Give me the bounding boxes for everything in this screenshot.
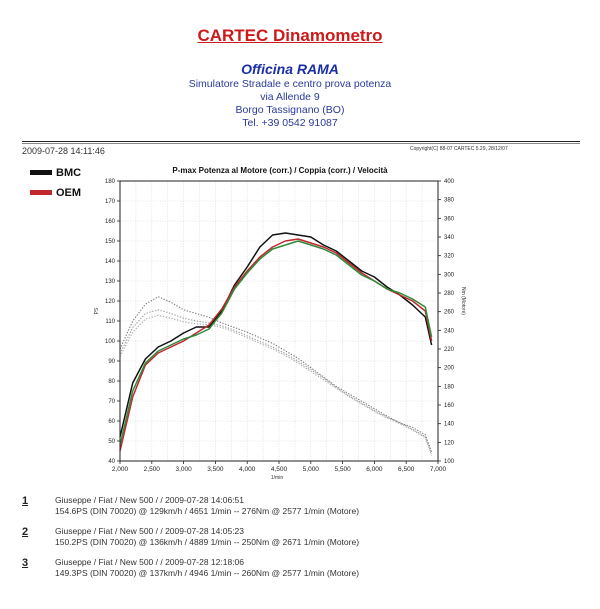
y-right-tick-label: 120: [444, 440, 455, 446]
run-list: 1 Giuseppe / Fiat / New 500 / / 2009-07-…: [22, 495, 582, 588]
report-datetime: 2009-07-28 14:11:46: [22, 146, 105, 156]
y-left-tick-label: 40: [108, 459, 115, 465]
x-tick-label: 3,500: [207, 466, 224, 473]
y-right-tick-label: 340: [444, 235, 455, 241]
x-axis: 2,000 2,500 3,000 3,500 4,000 4,500 5,000 5,500…: [112, 461, 447, 473]
y-right-tick-label: 100: [444, 459, 455, 465]
y-right-label: Nm (Motore): [460, 287, 466, 315]
x-tick-label: 4,500: [271, 466, 288, 473]
dyno-chart: BMC OEM P-max Potenza al Motore (corr.) /…: [30, 166, 466, 481]
power-line-oem: [119, 238, 433, 452]
run-result: 154.6PS (DIN 70020) @ 129km/h / 4651 1/m…: [55, 506, 360, 516]
y-right-tick-label: 160: [444, 403, 455, 409]
y-left-tick-label: 100: [105, 339, 116, 345]
y-right-tick-label: 360: [444, 216, 455, 222]
torque-curves: [119, 296, 433, 456]
x-tick-label: 6,000: [366, 466, 383, 473]
run-entry: 2 Giuseppe / Fiat / New 500 / / 2009-07-…: [22, 526, 582, 557]
run-info: Giuseppe / Fiat / New 500 / / 2009-07-28…: [55, 557, 245, 567]
x-tick-label: 3,000: [175, 466, 192, 473]
y-left-tick-label: 140: [105, 259, 116, 265]
y-right-tick-label: 220: [444, 347, 455, 353]
run-number: 3: [22, 557, 29, 569]
y-left-axis: 40 50 60 70 80 90 100 110 120 130 140 150 160 170 180: [105, 179, 120, 465]
run-result: 149.3PS (DIN 70020) @ 137km/h / 4946 1/m…: [55, 568, 360, 578]
y-right-tick-label: 320: [444, 254, 455, 260]
chart-grid: [119, 180, 439, 462]
y-left-tick-label: 160: [105, 219, 116, 225]
y-left-tick-label: 180: [105, 179, 116, 185]
x-tick-label: 4,000: [239, 466, 256, 473]
x-tick-label: 5,000: [303, 466, 320, 473]
x-tick-label: 2,500: [144, 466, 161, 473]
chart-legend: BMC OEM: [30, 167, 81, 199]
x-tick-label: 2,000: [112, 466, 129, 473]
y-right-axis: 100 120 140 160 180 200 220 240 260 280 300 320 340 3…: [438, 179, 455, 465]
shop-name: Officina RAMA: [241, 61, 339, 77]
run-info: Giuseppe / Fiat / New 500 / / 2009-07-28…: [55, 526, 245, 536]
torque-line: [119, 314, 433, 456]
run-result: 150.2PS (DIN 70020) @ 136km/h / 4889 1/m…: [55, 537, 360, 547]
y-right-tick-label: 300: [444, 272, 455, 278]
address-line: Tel. +39 0542 91087: [242, 117, 338, 129]
y-left-tick-label: 80: [108, 379, 115, 385]
power-curves: [119, 232, 433, 452]
legend-label: OEM: [56, 187, 81, 199]
header-divider: [22, 141, 580, 142]
legend-label: BMC: [56, 167, 81, 179]
y-right-tick-label: 140: [444, 422, 455, 428]
run-entry: 3 Giuseppe / Fiat / New 500 / / 2009-07-…: [22, 557, 582, 588]
y-left-tick-label: 60: [108, 419, 115, 425]
legend-swatch: [30, 190, 52, 195]
legend-swatch: [30, 170, 52, 175]
torque-line: [119, 296, 433, 452]
address-line: Borgo Tassignano (BO): [235, 104, 345, 116]
x-axis-label: 1/min: [271, 475, 283, 481]
y-left-label: PS: [94, 307, 100, 314]
y-right-tick-label: 200: [444, 366, 455, 372]
y-right-tick-label: 380: [444, 198, 455, 204]
power-line-bmc: [119, 232, 433, 438]
y-right-tick-label: 280: [444, 291, 455, 297]
chart-title: P-max Potenza al Motore (corr.) / Coppia…: [172, 166, 388, 175]
run-number: 1: [22, 495, 29, 507]
y-left-tick-label: 120: [105, 299, 116, 305]
y-right-tick-label: 400: [444, 179, 455, 185]
run-number: 2: [22, 526, 29, 538]
y-left-tick-label: 110: [105, 319, 115, 325]
copyright-text: Copyright(C) 88-07 CARTEC 5.29, 28/12/07: [410, 146, 508, 152]
y-left-tick-label: 150: [105, 239, 116, 245]
y-left-tick-label: 90: [108, 359, 115, 365]
torque-line: [119, 309, 433, 454]
x-tick-label: 6,500: [398, 466, 415, 473]
y-right-tick-label: 260: [444, 310, 455, 316]
y-right-tick-label: 180: [444, 384, 455, 390]
x-tick-label: 5,500: [334, 466, 351, 473]
run-entry: 1 Giuseppe / Fiat / New 500 / / 2009-07-…: [22, 495, 582, 526]
report-title: CARTEC Dinamometro: [197, 26, 383, 45]
run-info: Giuseppe / Fiat / New 500 / / 2009-07-28…: [55, 495, 245, 505]
x-tick-label: 7,000: [430, 466, 447, 473]
y-right-tick-label: 240: [444, 328, 455, 334]
header-divider: [22, 143, 580, 144]
y-left-tick-label: 70: [108, 399, 115, 405]
power-line: [119, 240, 433, 446]
y-left-tick-label: 130: [105, 279, 116, 285]
address-line: via Allende 9: [260, 91, 320, 103]
y-left-tick-label: 50: [108, 439, 115, 445]
plot-frame: [119, 180, 439, 462]
y-left-tick-label: 170: [105, 199, 116, 205]
address-line: Simulatore Stradale e centro prova poten…: [188, 78, 392, 90]
